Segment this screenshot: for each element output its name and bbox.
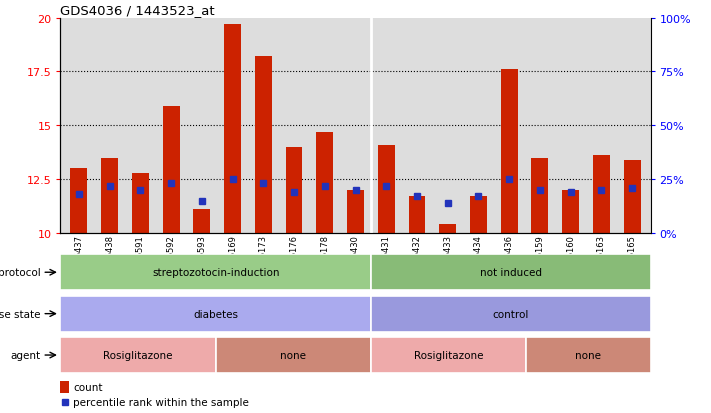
Bar (526, 337, 651, 373)
Bar (224, 25, 241, 233)
Bar (193, 210, 210, 233)
Bar (163, 107, 180, 233)
Bar (215, 337, 371, 373)
Text: none: none (280, 350, 306, 360)
Text: none: none (575, 350, 602, 360)
Bar (60, 255, 371, 290)
Text: streptozotocin-induction: streptozotocin-induction (152, 268, 279, 278)
Bar (60, 296, 371, 332)
Bar (60, 381, 69, 393)
Bar (562, 190, 579, 233)
Text: diabetes: diabetes (193, 309, 238, 319)
Bar (531, 158, 548, 233)
Bar (255, 57, 272, 233)
Text: protocol: protocol (0, 268, 41, 278)
Bar (371, 337, 526, 373)
Bar (60, 337, 215, 373)
Bar (70, 169, 87, 233)
Text: disease state: disease state (0, 309, 41, 319)
Bar (501, 70, 518, 233)
Bar (371, 296, 651, 332)
Text: percentile rank within the sample: percentile rank within the sample (73, 397, 249, 407)
Text: Rosiglitazone: Rosiglitazone (103, 350, 173, 360)
Bar (378, 145, 395, 233)
Text: control: control (493, 309, 529, 319)
Text: Rosiglitazone: Rosiglitazone (414, 350, 483, 360)
Bar (439, 225, 456, 233)
Bar (371, 255, 651, 290)
Text: GDS4036 / 1443523_at: GDS4036 / 1443523_at (60, 5, 215, 17)
Bar (132, 173, 149, 233)
Bar (286, 147, 302, 233)
Bar (101, 158, 118, 233)
Text: count: count (73, 382, 102, 392)
Bar (409, 197, 425, 233)
Bar (316, 133, 333, 233)
Bar (624, 160, 641, 233)
Bar (470, 197, 487, 233)
Bar (593, 156, 610, 233)
Text: agent: agent (11, 350, 41, 360)
Text: not induced: not induced (480, 268, 542, 278)
Bar (347, 190, 364, 233)
